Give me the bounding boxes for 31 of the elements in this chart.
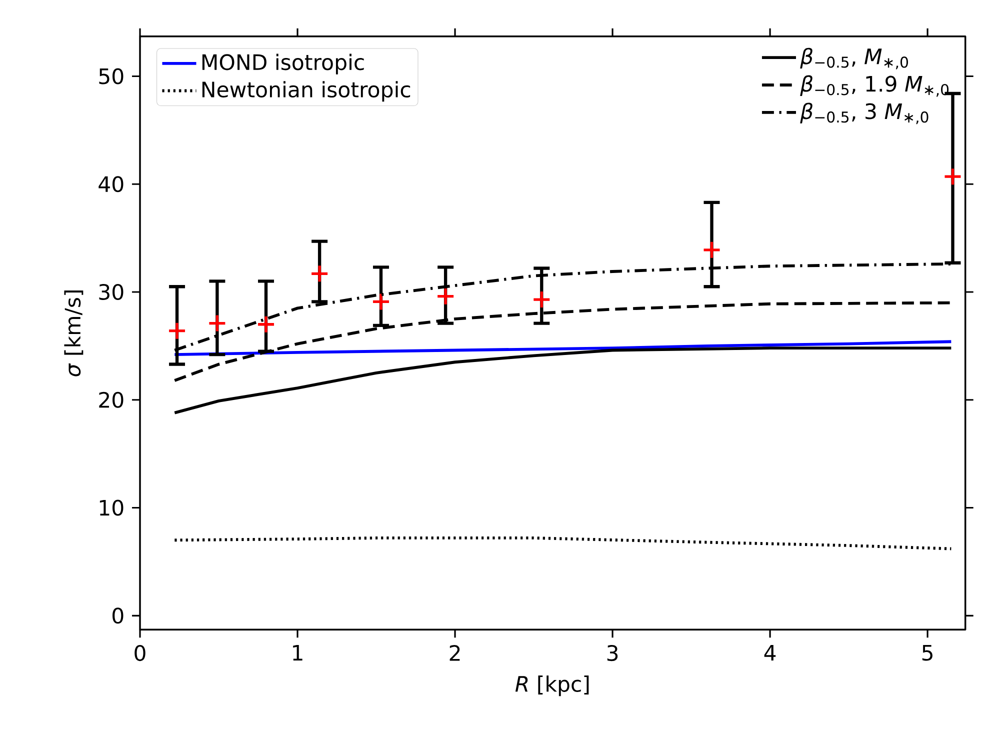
x-tick-label: 5	[922, 645, 932, 661]
legend-label: Newtonian isotropic	[202, 81, 410, 102]
line-series	[173, 301, 953, 382]
y-tick-label: 30	[99, 284, 124, 300]
y-tick-label: 40	[98, 176, 124, 192]
line-series	[173, 536, 953, 550]
y-tick-label: 20	[99, 392, 124, 408]
point	[702, 240, 722, 260]
y-tick-label: 0	[112, 608, 124, 624]
y-tick-label: 50	[99, 68, 124, 84]
y-tick-label: 10	[100, 500, 124, 516]
line-series	[173, 340, 953, 356]
legend-label: β$_{−0.5}$, 3 M$_{∗,0}$	[800, 102, 928, 124]
x-tick-label: 0	[134, 645, 146, 662]
point	[436, 286, 455, 306]
point	[310, 264, 329, 283]
point	[532, 290, 551, 309]
point	[208, 314, 227, 333]
x-tick-label: 1	[293, 645, 302, 661]
line-series	[173, 346, 953, 414]
point	[372, 292, 390, 312]
y-axis-title: σ [km/s]	[64, 290, 84, 376]
point	[168, 322, 186, 340]
x-tick-label: 4	[764, 645, 776, 661]
point	[943, 167, 962, 186]
x-tick-label: 2	[450, 645, 460, 661]
x-tick-label: 3	[607, 645, 618, 662]
x-axis-title: R [kpc]	[515, 676, 589, 696]
legend-label: MOND isotropic	[202, 54, 364, 74]
point	[256, 315, 276, 334]
legend-label: β$_{−0.5}$, M$_{∗,0}$	[800, 48, 908, 70]
